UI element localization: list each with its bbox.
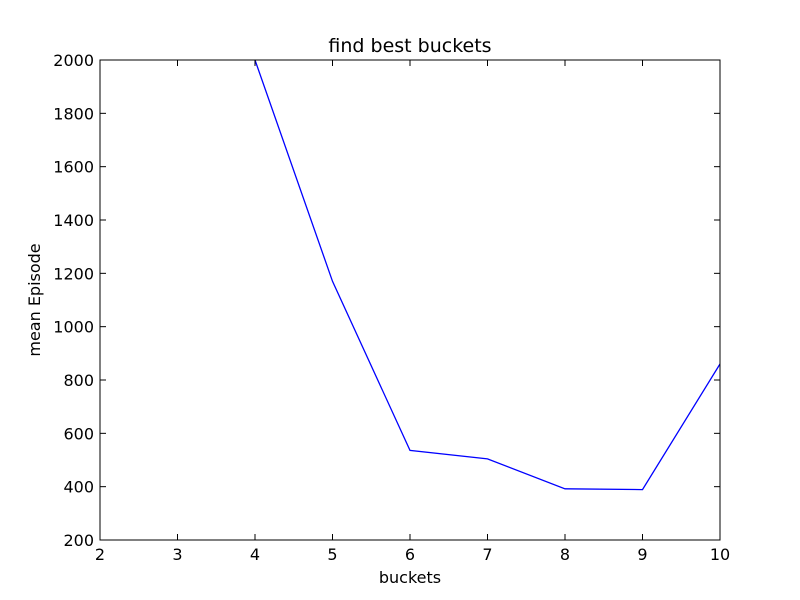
chart-title: find best buckets — [328, 35, 491, 57]
x-tick-label: 9 — [637, 545, 647, 564]
plot-frame — [99, 59, 721, 541]
x-tick-label: 4 — [250, 545, 260, 564]
plot-area: 2 3 4 5 6 7 8 9 10 200 400 600 800 1000 1200 1400 1600 18… — [53, 51, 730, 564]
x-axis-label: buckets — [379, 568, 441, 587]
y-tick-label: 1800 — [53, 104, 94, 123]
x-tick-label: 7 — [482, 545, 492, 564]
x-tick-label: 2 — [95, 545, 105, 564]
y-axis-label: mean Episode — [25, 243, 44, 356]
series-line-0 — [254, 60, 720, 491]
y-tick-label: 800 — [63, 371, 94, 390]
x-tick-label: 3 — [172, 545, 182, 564]
y-tick-label: 200 — [63, 531, 94, 550]
y-tick-label: 400 — [63, 478, 94, 497]
x-tick-label: 10 — [710, 545, 730, 564]
y-tick-label: 600 — [63, 424, 94, 443]
y-tick-label: 1200 — [53, 264, 94, 283]
y-tick-label: 1600 — [53, 158, 94, 177]
y-tick-label: 1000 — [53, 318, 94, 337]
y-tick-label: 1400 — [53, 211, 94, 230]
y-tick-label: 2000 — [53, 51, 94, 70]
x-tick-label: 5 — [327, 545, 337, 564]
x-tick-label: 6 — [405, 545, 415, 564]
x-tick-label: 8 — [560, 545, 570, 564]
